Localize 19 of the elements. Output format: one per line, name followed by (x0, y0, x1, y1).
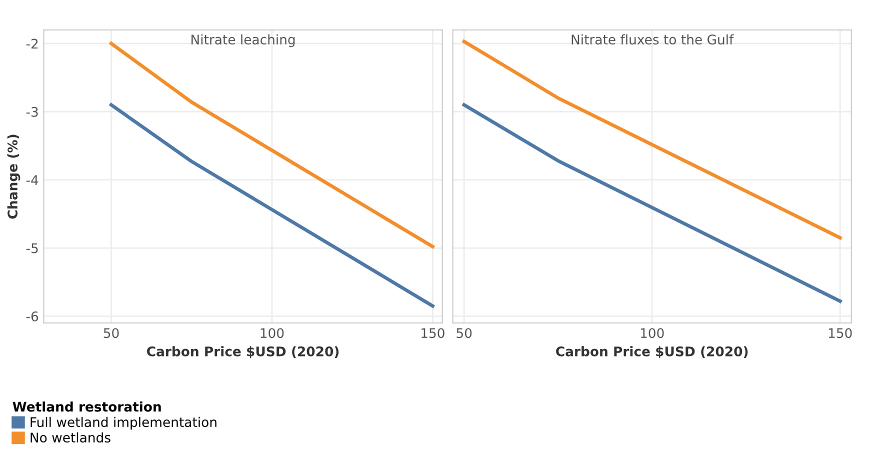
y-tick-label: -6 (26, 311, 38, 322)
x-tick-label: 100 (640, 328, 664, 338)
x-tick-label: 100 (260, 328, 284, 338)
legend-label: Full wetland implementation (30, 416, 216, 430)
x-axis-title: Carbon Price $USD (2020) (556, 346, 748, 358)
x-tick-label: 50 (456, 328, 472, 338)
legend-title: Wetland restoration (12, 401, 161, 412)
x-tick-label: 150 (422, 328, 444, 338)
y-tick-label: -4 (26, 175, 38, 185)
chart-title: Nitrate leaching (192, 34, 295, 48)
y-tick-label: -2 (26, 38, 38, 49)
y-axis-title: Change (%) (7, 134, 20, 219)
legend-label: No wetlands (30, 432, 110, 443)
y-tick-label: -3 (26, 106, 38, 117)
x-tick-label: 50 (104, 328, 119, 338)
x-axis-title: Carbon Price $USD (2020) (147, 346, 339, 358)
y-tick-label: -5 (26, 243, 38, 254)
x-tick-label: 150 (828, 328, 852, 338)
chart-title: Nitrate fluxes to the Gulf (572, 34, 734, 45)
